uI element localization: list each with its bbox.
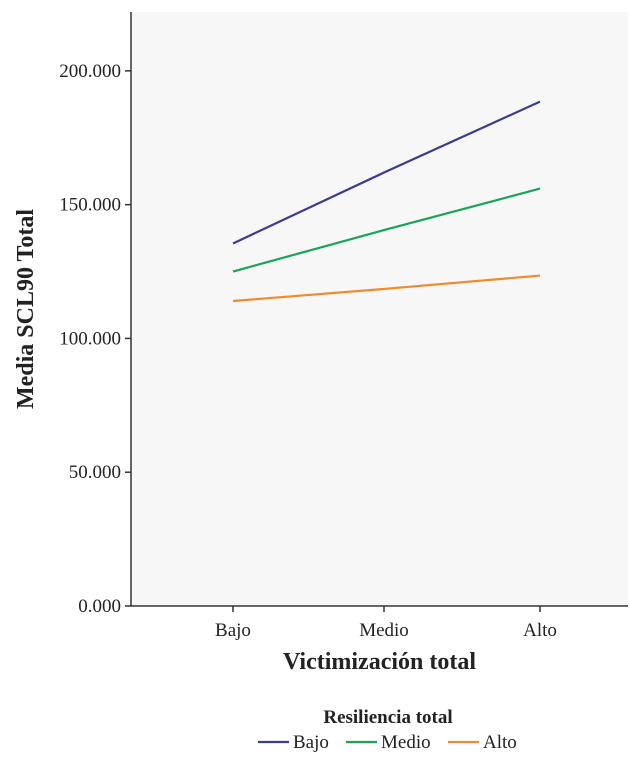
x-axis-ticks: Bajo Medio Alto <box>215 606 557 641</box>
legend-title: Resiliencia total <box>323 707 452 728</box>
x-tick-label: Bajo <box>215 620 251 641</box>
x-tick-label: Medio <box>359 620 409 641</box>
series-line-medio <box>232 187 541 273</box>
y-tick-label: 200.000 <box>59 61 121 82</box>
series-lines <box>232 100 541 303</box>
y-tick-label: 150.000 <box>59 195 121 216</box>
plot-area <box>131 12 628 606</box>
y-axis-ticks: 0.000 50.000 100.000 150.000 200.000 <box>59 61 131 617</box>
y-tick-label: 0.000 <box>78 596 121 617</box>
legend-label: Alto <box>483 732 517 753</box>
x-axis-title: Victimización total <box>283 649 476 675</box>
legend-label: Medio <box>381 732 431 753</box>
x-tick-label: Alto <box>523 620 557 641</box>
y-axis-title: Media SCL90 Total <box>13 209 39 409</box>
legend-label: Bajo <box>293 732 329 753</box>
y-tick-label: 100.000 <box>59 328 121 349</box>
series-line-alto <box>232 274 541 303</box>
series-line-bajo <box>232 100 541 245</box>
legend: Bajo Medio Alto <box>258 732 517 753</box>
y-tick-label: 50.000 <box>69 462 121 483</box>
